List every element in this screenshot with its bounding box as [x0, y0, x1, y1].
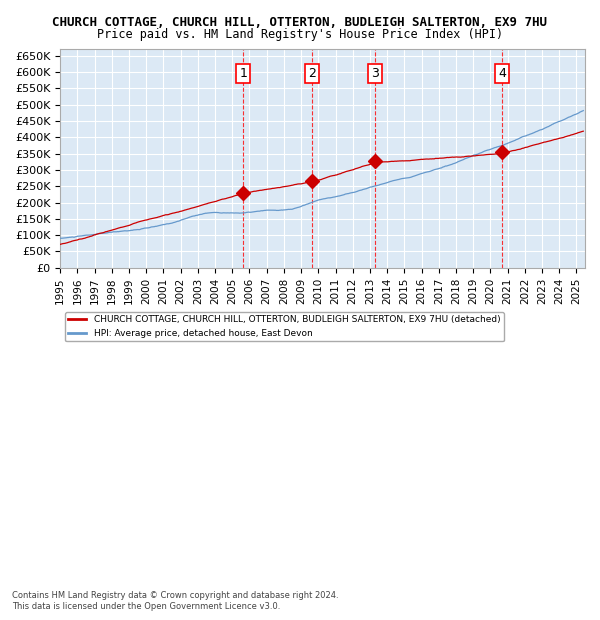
Text: 3: 3 [371, 67, 379, 79]
Text: Contains HM Land Registry data © Crown copyright and database right 2024.
This d: Contains HM Land Registry data © Crown c… [12, 591, 338, 611]
Legend: CHURCH COTTAGE, CHURCH HILL, OTTERTON, BUDLEIGH SALTERTON, EX9 7HU (detached), H: CHURCH COTTAGE, CHURCH HILL, OTTERTON, B… [65, 312, 504, 342]
Text: Price paid vs. HM Land Registry's House Price Index (HPI): Price paid vs. HM Land Registry's House … [97, 28, 503, 41]
Text: 2: 2 [308, 67, 316, 79]
Text: 4: 4 [498, 67, 506, 79]
Text: CHURCH COTTAGE, CHURCH HILL, OTTERTON, BUDLEIGH SALTERTON, EX9 7HU: CHURCH COTTAGE, CHURCH HILL, OTTERTON, B… [53, 16, 548, 29]
Text: 1: 1 [239, 67, 247, 79]
